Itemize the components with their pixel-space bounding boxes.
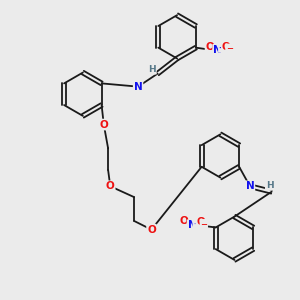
- Text: O: O: [106, 181, 115, 191]
- Text: O: O: [222, 42, 230, 52]
- Text: −: −: [226, 44, 233, 53]
- Text: H: H: [266, 181, 273, 190]
- Text: N: N: [246, 181, 254, 191]
- Text: N: N: [134, 82, 142, 92]
- Text: +: +: [219, 43, 225, 52]
- Text: −: −: [200, 220, 207, 229]
- Text: O: O: [147, 225, 156, 235]
- Text: N: N: [213, 45, 222, 55]
- Text: O: O: [196, 217, 205, 227]
- Text: O: O: [99, 119, 108, 130]
- Text: N: N: [188, 220, 196, 230]
- Text: H: H: [148, 65, 156, 74]
- Text: +: +: [193, 219, 199, 228]
- Text: O: O: [206, 42, 214, 52]
- Text: O: O: [180, 216, 189, 226]
